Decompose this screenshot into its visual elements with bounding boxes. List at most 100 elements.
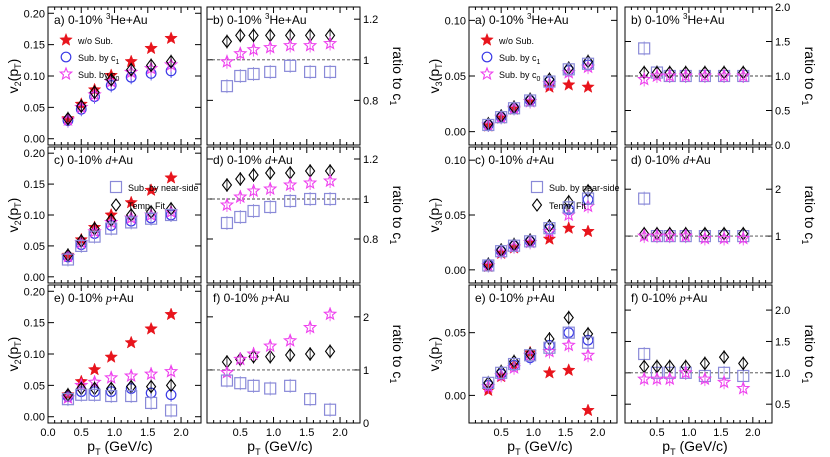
data-point xyxy=(106,72,117,87)
series-sub-by-near-side xyxy=(61,387,178,418)
y-axis-label: ratio to c1 xyxy=(800,325,818,384)
data-point xyxy=(649,68,665,83)
x-tick-label: 2.0 xyxy=(745,427,760,439)
data-point xyxy=(562,201,575,214)
data-point xyxy=(736,68,751,83)
data-point xyxy=(637,371,652,386)
data-point xyxy=(322,173,338,188)
x-tick-label: 0.5 xyxy=(74,427,89,439)
data-point xyxy=(124,195,138,209)
data-point xyxy=(302,38,318,52)
series-sub-by-c0 xyxy=(637,228,751,246)
data-point xyxy=(638,42,651,55)
legend-marker xyxy=(109,180,123,194)
panel-v2-d-left: 0.00 0.05 0.10 0.15 0.20 v2(pT) c) 0-10% d+Au S… xyxy=(5,146,202,284)
data-point xyxy=(718,350,730,365)
legend-entry: Sub. by c0 xyxy=(78,70,120,83)
legend-marker xyxy=(60,51,72,63)
legend-marker xyxy=(110,198,122,212)
data-point xyxy=(524,94,537,107)
data-point xyxy=(524,235,537,248)
data-point xyxy=(144,321,158,335)
panel-label: e) 0-10% p+Au xyxy=(475,291,555,305)
y-axis-label: ratio to c1 xyxy=(388,47,406,106)
panel-label: c) 0-10% d+Au xyxy=(475,153,554,167)
data-point xyxy=(125,389,138,403)
data-point xyxy=(581,192,595,205)
legend-marker xyxy=(531,198,543,212)
series-temp-fit xyxy=(62,54,177,126)
panel-ratio-d-left: 0.8 1 1.2 ratio to c1 d) 0-10% d+Au xyxy=(206,146,406,284)
panel-frame xyxy=(206,6,361,146)
data-point xyxy=(221,34,233,49)
data-point xyxy=(265,349,276,364)
data-point xyxy=(163,364,179,378)
data-point xyxy=(716,68,732,83)
data-point xyxy=(697,371,713,386)
data-point xyxy=(263,40,278,54)
x-axis-label: pT (GeV/c) xyxy=(87,438,152,457)
x-tick-label: 1.5 xyxy=(140,427,155,439)
series-sub-by-near-side xyxy=(638,191,750,244)
y-tick-label: 1 xyxy=(363,365,369,377)
data-point xyxy=(76,99,87,114)
data-point xyxy=(284,194,297,208)
data-point xyxy=(220,80,234,93)
x-axis-label: pT (GeV/c) xyxy=(662,438,727,457)
data-point xyxy=(649,371,665,386)
y-tick-label: 0.20 xyxy=(24,286,45,298)
data-point xyxy=(697,230,712,245)
x-tick-label: 1.5 xyxy=(299,427,314,439)
data-point xyxy=(699,356,711,371)
series-sub-by-c0 xyxy=(219,306,338,380)
data-point xyxy=(637,72,652,86)
data-point xyxy=(542,231,557,245)
data-point xyxy=(563,310,574,325)
series-sub-by-c1 xyxy=(62,63,177,128)
y-axis-label: v3(pT) xyxy=(426,59,444,94)
y-tick-label: 0.5 xyxy=(775,399,790,411)
y-tick-label: 0.10 xyxy=(24,71,45,83)
data-point xyxy=(581,224,595,238)
data-point xyxy=(61,253,75,266)
data-point xyxy=(302,175,318,190)
data-point xyxy=(736,230,751,245)
legend-entry: Sub. by c1 xyxy=(499,53,541,66)
panel-label: b) 0-10% 3He+Au xyxy=(631,12,725,27)
data-point xyxy=(246,346,261,361)
y-axis-label: ratio to c1 xyxy=(800,47,818,106)
data-point xyxy=(87,362,102,376)
data-point xyxy=(637,228,652,243)
data-point xyxy=(543,75,556,88)
panel-frame xyxy=(624,284,773,424)
data-point xyxy=(263,181,278,196)
panel-ratio3-he-right: 0.0 0.5 1.0 1.5 2.0 ratio to c1 b) 0-10% 3He+A… xyxy=(624,2,818,152)
series-sub-by-c0 xyxy=(637,365,751,396)
data-point xyxy=(282,177,298,192)
data-point xyxy=(284,379,297,392)
y-tick-label: 0.05 xyxy=(24,241,45,253)
y-tick-label: 0.20 xyxy=(24,148,45,160)
series-w-o-sub- xyxy=(481,77,595,132)
legend-entry: Sub. by c1 xyxy=(78,53,120,66)
x-tick-label: 0.5 xyxy=(494,427,509,439)
legend-entry: Sub. by c0 xyxy=(499,70,541,83)
series-temp-fit xyxy=(638,350,749,374)
legend-marker xyxy=(479,66,495,81)
y-tick-label: 1.2 xyxy=(363,154,378,166)
y-axis-label: v3(pT) xyxy=(426,198,444,233)
y-tick-label: 0.20 xyxy=(24,8,45,20)
data-point xyxy=(145,212,158,225)
y-tick-label: 0.00 xyxy=(24,272,45,284)
data-point xyxy=(247,379,260,392)
panel-frame xyxy=(206,284,361,424)
y-tick-label: 0.05 xyxy=(445,210,466,222)
data-point xyxy=(507,357,521,371)
data-point xyxy=(507,102,521,115)
data-point xyxy=(482,118,495,132)
y-axis-label: ratio to c1 xyxy=(388,186,406,245)
y-tick-label: 1.2 xyxy=(363,14,378,26)
y-tick-label: 1 xyxy=(363,55,369,67)
x-tick-label: 0.0 xyxy=(40,427,55,439)
